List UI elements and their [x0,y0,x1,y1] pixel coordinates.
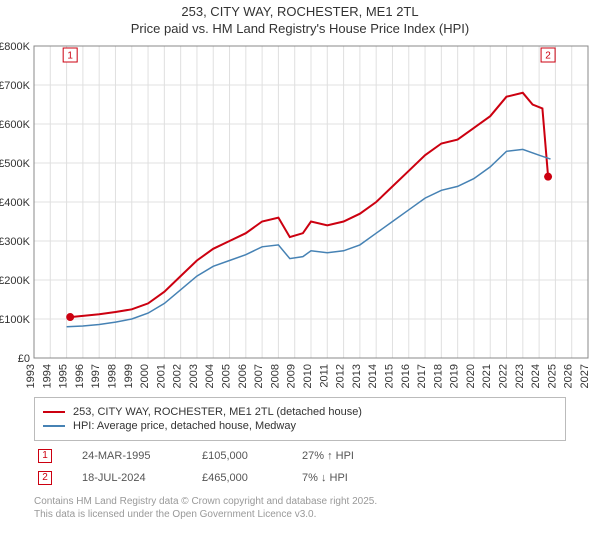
sale-marker-dot [66,313,74,321]
y-axis-label: £700K [0,80,31,92]
x-axis-label: 2001 [155,364,167,388]
sale-hpi-delta: 27% ↑ HPI [302,450,354,462]
x-axis-label: 2018 [432,364,444,388]
title-subtitle: Price paid vs. HM Land Registry's House … [0,21,600,38]
sale-marker-icon: 2 [38,471,52,485]
x-axis-label: 2024 [530,364,542,388]
y-axis-label: £200K [0,275,31,287]
attribution-line: This data is licensed under the Open Gov… [34,508,566,521]
x-axis-label: 2019 [449,364,461,388]
sale-price: £465,000 [202,472,272,484]
x-axis-label: 2006 [237,364,249,388]
series-hpi [67,149,551,326]
legend-item: 253, CITY WAY, ROCHESTER, ME1 2TL (detac… [43,406,557,418]
x-axis-label: 2005 [221,364,233,388]
x-axis-label: 2007 [253,364,265,388]
y-axis-label: £800K [0,41,31,53]
x-axis-label: 2011 [318,364,330,388]
x-axis-label: 2020 [465,364,477,388]
x-axis-label: 2014 [367,364,379,388]
legend-label: HPI: Average price, detached house, Medw… [73,420,296,432]
x-axis-label: 2017 [416,364,428,388]
line-chart: £0 £100K £200K £300K £400K £500K £600K £700K £80… [0,38,600,393]
x-axis-label: 2009 [286,364,298,388]
x-axis-label: 2000 [139,364,151,388]
y-axis-label: £500K [0,158,31,170]
y-axis-label: £600K [0,119,31,131]
x-axis-label: 2027 [579,364,591,388]
legend-swatch [43,425,65,427]
x-axis-label: 1994 [41,364,53,388]
legend: 253, CITY WAY, ROCHESTER, ME1 2TL (detac… [34,397,566,441]
x-axis-label: 1995 [58,364,70,388]
x-axis-label: 2008 [269,364,281,388]
x-axis-label: 2010 [302,364,314,388]
sale-marker-number: 1 [67,50,73,61]
x-axis-label: 1993 [25,364,37,388]
x-axis-label: 2002 [172,364,184,388]
sale-hpi-delta: 7% ↓ HPI [302,472,348,484]
x-axis-label: 2022 [498,364,510,388]
x-axis-label: 1999 [123,364,135,388]
y-axis-label: £300K [0,236,31,248]
x-axis-label: 1996 [74,364,86,388]
y-axis-label: £400K [0,197,31,209]
x-axis-label: 2012 [335,364,347,388]
sale-marker-icon: 1 [38,449,52,463]
sale-row: 1 24-MAR-1995 £105,000 27% ↑ HPI [38,449,566,463]
legend-label: 253, CITY WAY, ROCHESTER, ME1 2TL (detac… [73,406,362,418]
chart-title: 253, CITY WAY, ROCHESTER, ME1 2TL Price … [0,0,600,38]
attribution: Contains HM Land Registry data © Crown c… [34,495,566,521]
legend-swatch [43,411,65,413]
sale-marker-number: 2 [545,50,551,61]
y-axis-label: £100K [0,314,31,326]
chart-container: 253, CITY WAY, ROCHESTER, ME1 2TL Price … [0,0,600,560]
x-axis-label: 2013 [351,364,363,388]
attribution-line: Contains HM Land Registry data © Crown c… [34,495,566,508]
sale-price: £105,000 [202,450,272,462]
legend-item: HPI: Average price, detached house, Medw… [43,420,557,432]
x-axis-label: 2026 [563,364,575,388]
series-property [70,93,550,317]
x-axis-label: 2023 [514,364,526,388]
x-axis-label: 1997 [90,364,102,388]
x-axis-label: 2015 [383,364,395,388]
sale-date: 24-MAR-1995 [82,450,172,462]
x-axis-label: 2025 [546,364,558,388]
y-axis-label: £0 [18,353,30,365]
x-axis-label: 2021 [481,364,493,388]
x-axis-label: 1998 [106,364,118,388]
sale-date: 18-JUL-2024 [82,472,172,484]
title-address: 253, CITY WAY, ROCHESTER, ME1 2TL [0,4,600,21]
sale-row: 2 18-JUL-2024 £465,000 7% ↓ HPI [38,471,566,485]
x-axis-label: 2016 [400,364,412,388]
x-axis-label: 2003 [188,364,200,388]
sale-marker-dot [544,172,552,180]
x-axis-label: 2004 [204,364,216,388]
